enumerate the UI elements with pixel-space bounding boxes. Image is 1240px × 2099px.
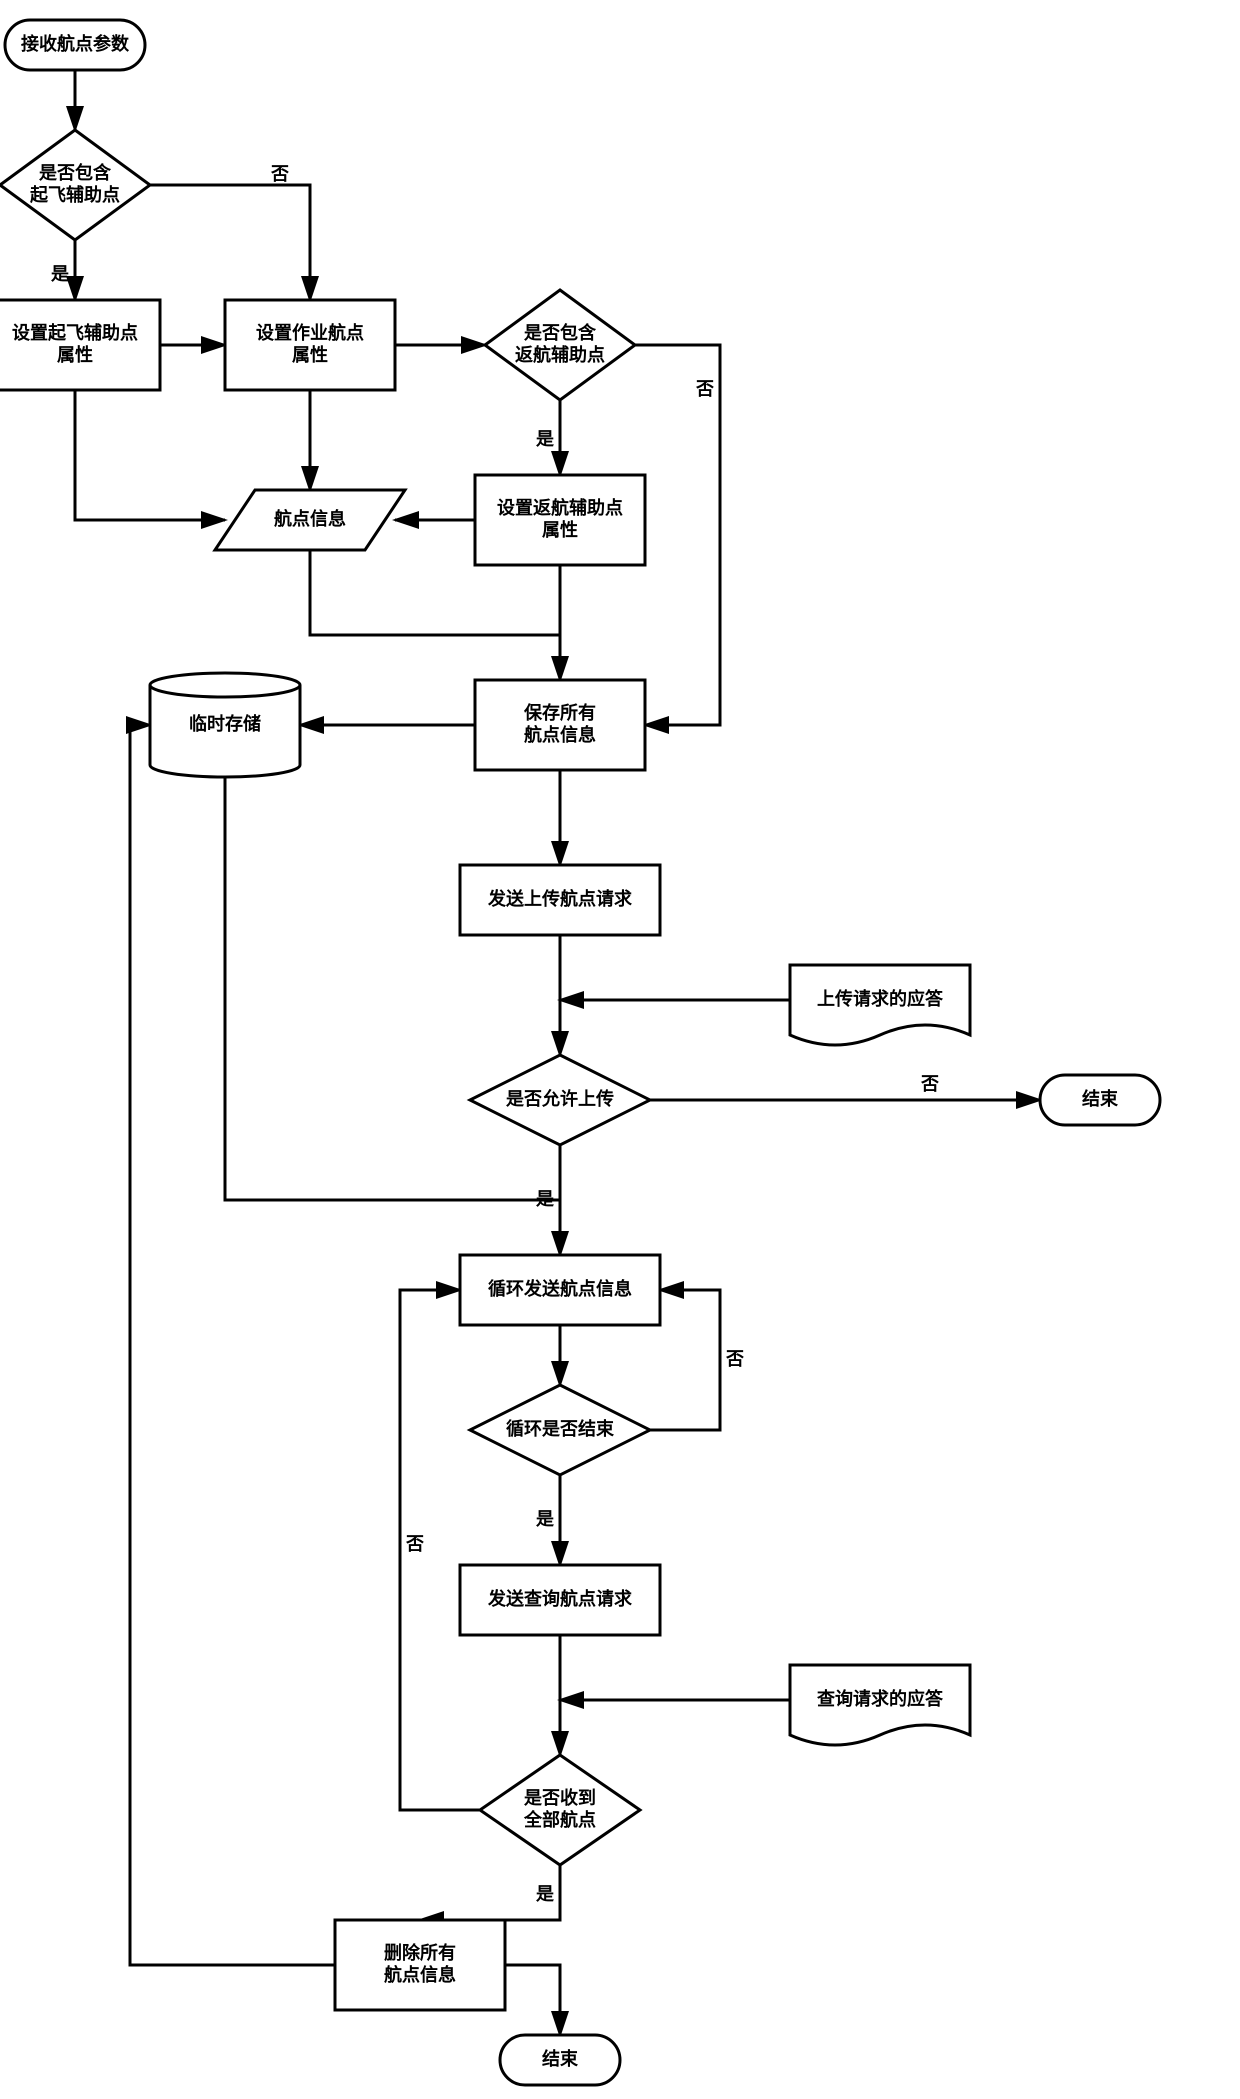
- node-label: 是否包含: [38, 162, 112, 183]
- node-label: 属性: [542, 519, 578, 540]
- node-label: 临时存储: [189, 713, 261, 734]
- node-label: 发送查询航点请求: [487, 1588, 633, 1609]
- node-label: 结束: [542, 2048, 579, 2069]
- node-label: 是否允许上传: [505, 1088, 614, 1109]
- node-label: 航点信息: [274, 508, 346, 529]
- edge-label: 否: [920, 1074, 939, 1094]
- node-label: 设置起飞辅助点: [12, 322, 138, 343]
- node-label: 起飞辅助点: [29, 184, 120, 205]
- node-label: 上传请求的应答: [817, 988, 944, 1009]
- edge: [225, 765, 560, 1200]
- edge-label: 否: [725, 1349, 744, 1369]
- node-label: 保存所有: [523, 702, 596, 723]
- edge-label: 否: [695, 379, 714, 399]
- edge-label: 否: [270, 164, 289, 184]
- edge-label: 是: [535, 429, 554, 449]
- node-label: 设置返航辅助点: [497, 497, 623, 518]
- flowchart-canvas: 是否是否否是否是是否接收航点参数是否包含起飞辅助点设置起飞辅助点属性设置作业航点…: [0, 0, 1240, 2099]
- node-label: 发送上传航点请求: [487, 888, 633, 909]
- node-label: 结束: [1082, 1088, 1119, 1109]
- edge: [505, 1965, 560, 2035]
- edge-label: 是: [50, 264, 69, 284]
- edge: [635, 345, 720, 725]
- edge-label: 否: [405, 1534, 424, 1554]
- edge: [130, 725, 335, 1965]
- node-label: 循环是否结束: [506, 1418, 615, 1439]
- node-label: 接收航点参数: [21, 33, 130, 54]
- node-label: 属性: [57, 344, 93, 365]
- node-label: 航点信息: [384, 1964, 456, 1985]
- node-label: 是否包含: [523, 322, 597, 343]
- node-label: 设置作业航点: [256, 322, 364, 343]
- edge-label: 是: [535, 1509, 554, 1529]
- node-label: 删除所有: [384, 1942, 456, 1963]
- edge: [150, 185, 310, 300]
- node-label: 查询请求的应答: [817, 1688, 944, 1709]
- node-label: 属性: [292, 344, 328, 365]
- edge: [75, 390, 225, 520]
- node-label: 航点信息: [524, 724, 596, 745]
- edge-label: 是: [535, 1884, 554, 1904]
- node-label: 返航辅助点: [515, 344, 605, 365]
- node-label: 全部航点: [523, 1809, 596, 1830]
- node-label: 循环发送航点信息: [488, 1278, 632, 1299]
- node-label: 是否收到: [523, 1787, 596, 1808]
